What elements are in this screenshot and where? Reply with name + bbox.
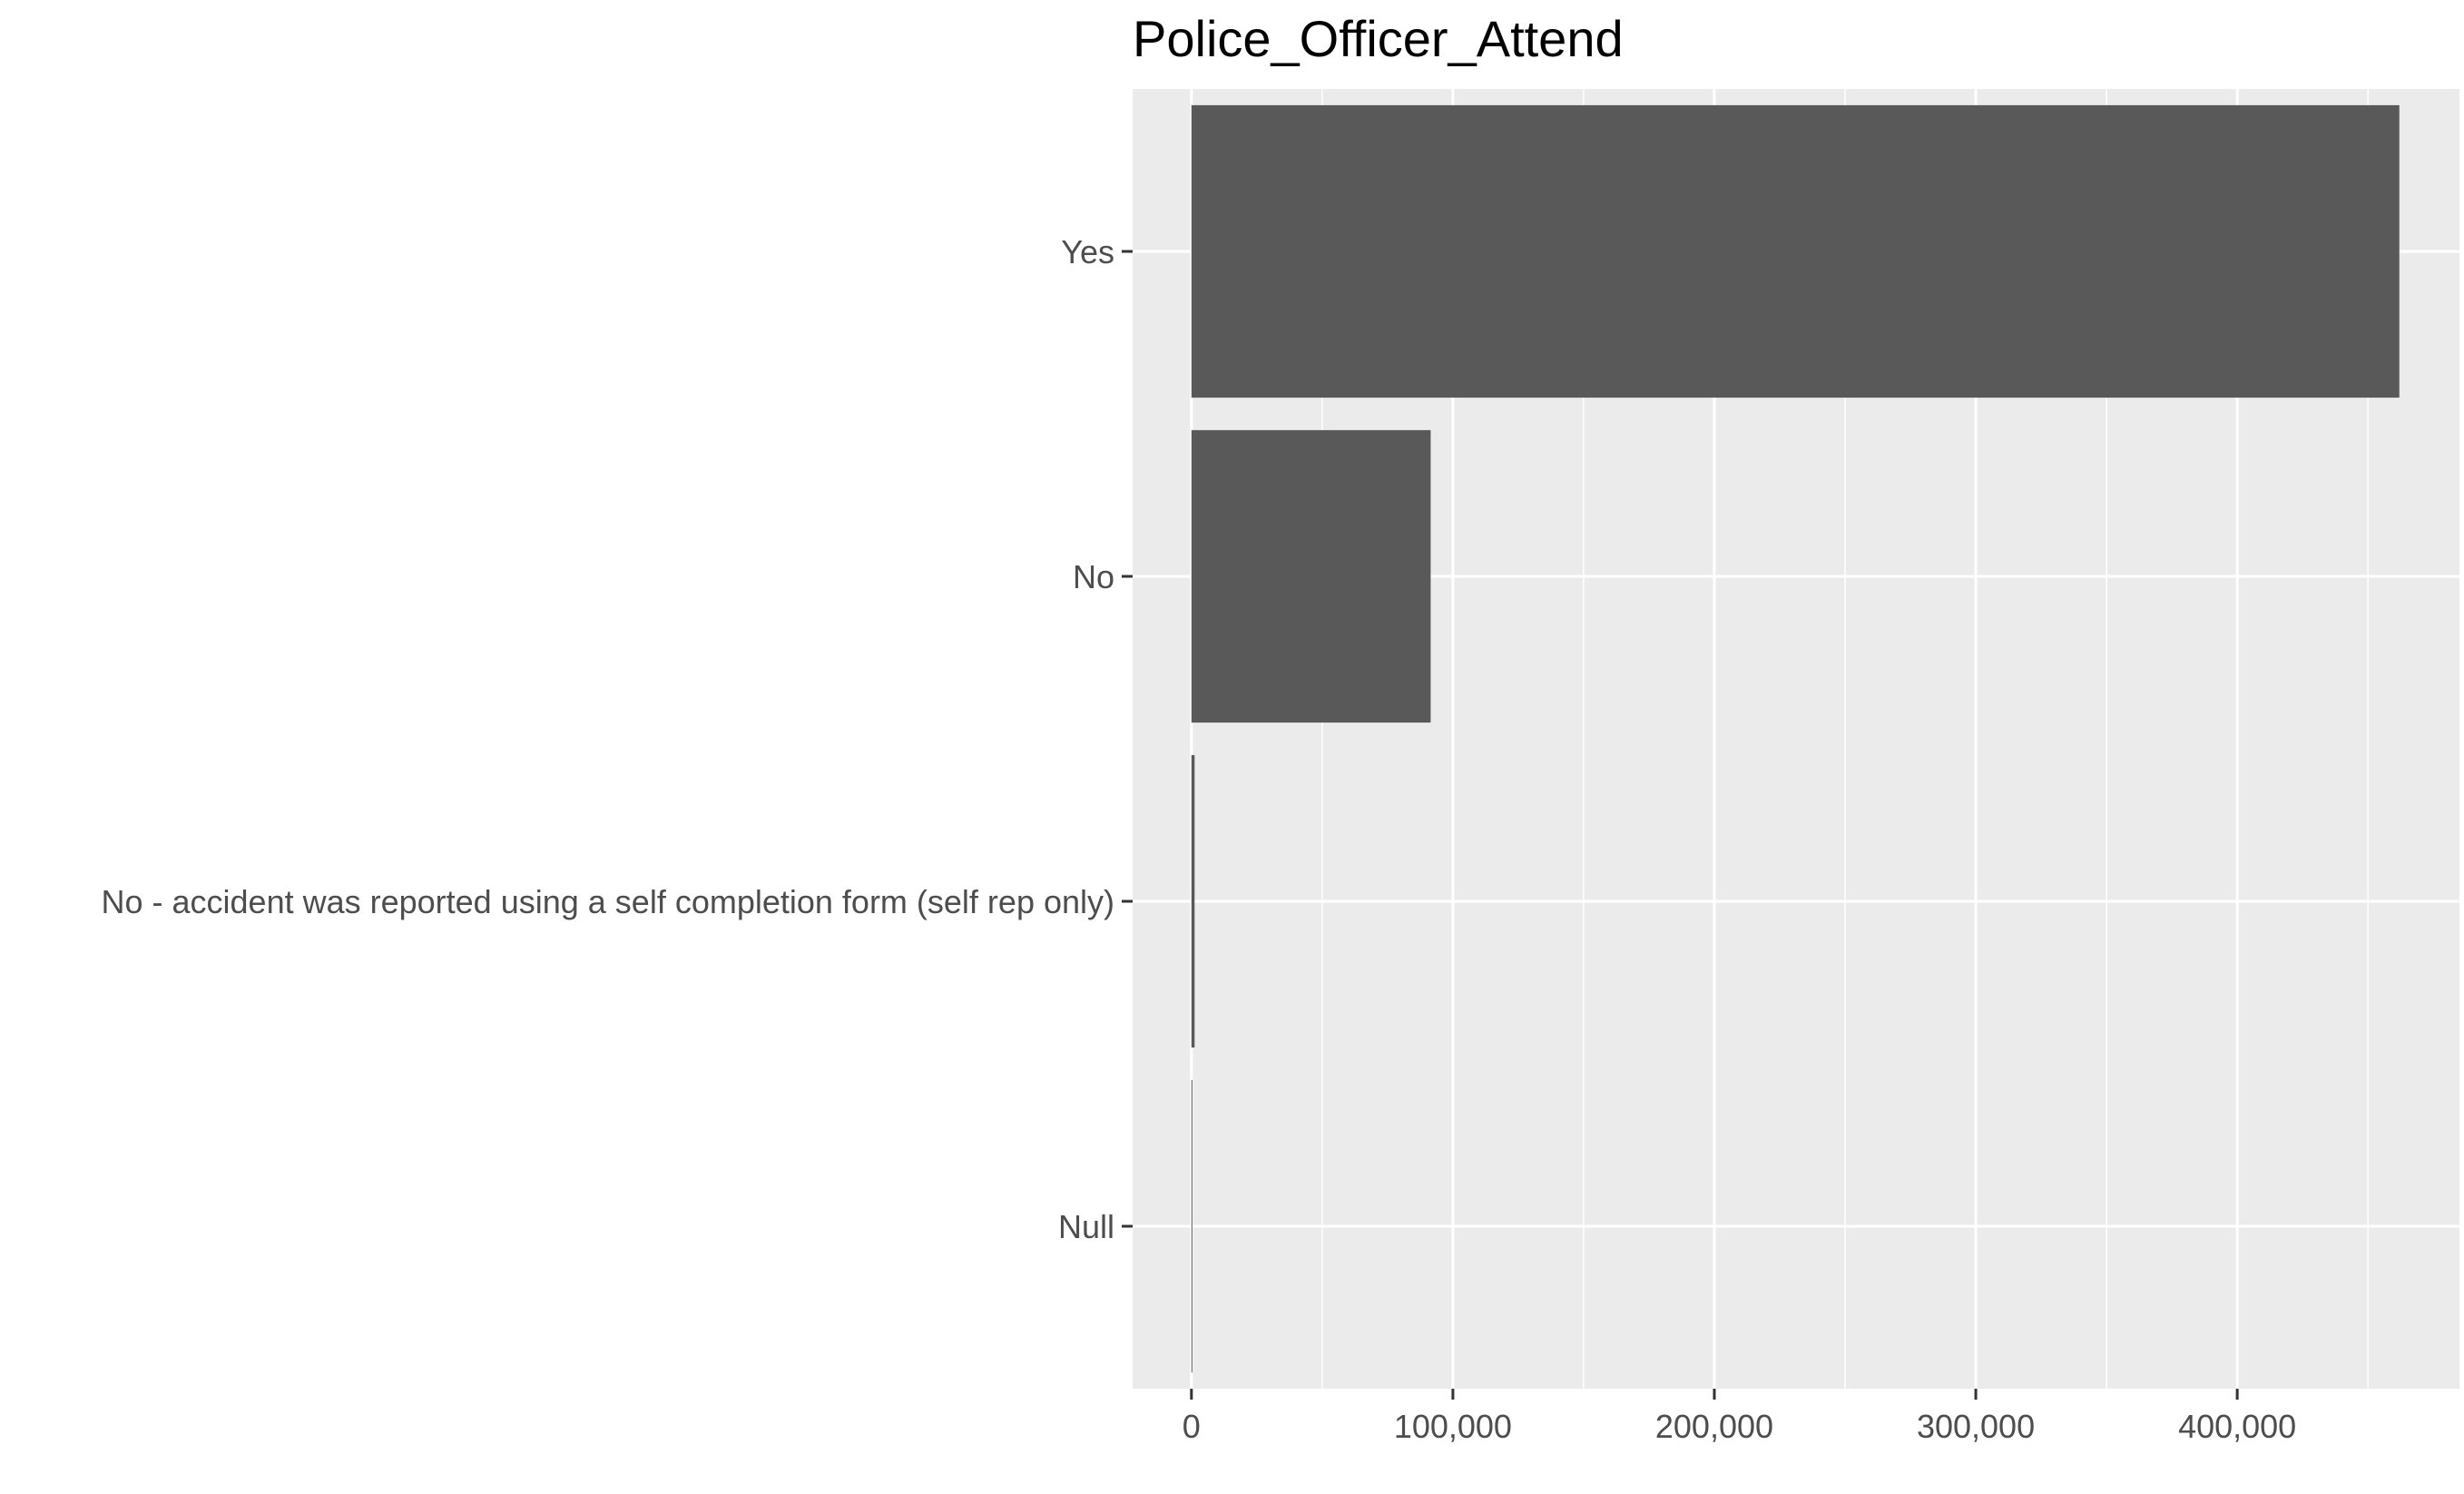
x-tick-label: 100,000 [1394,1408,1512,1445]
bar-0 [1191,104,2400,398]
bars [1191,104,2400,1373]
x-tick-label: 0 [1183,1408,1201,1445]
x-axis: 0 100,000 200,000 300,000 400,000 [1183,1389,2296,1445]
x-tick-label: 400,000 [2178,1408,2296,1445]
y-tick-label: No [1073,558,1114,595]
y-tick-label: No - accident was reported using a self … [102,883,1115,920]
bar-3 [1191,1079,1193,1373]
y-tick-label: Null [1058,1208,1114,1245]
y-tick-label: Yes [1061,233,1114,270]
chart-title: Police_Officer_Attend [1133,10,1624,67]
x-tick-label: 200,000 [1655,1408,1773,1445]
y-axis: Yes No No - accident was reported using a … [102,233,1133,1245]
bar-1 [1191,429,1431,723]
x-tick-label: 300,000 [1917,1408,2035,1445]
bar-2 [1191,754,1195,1048]
